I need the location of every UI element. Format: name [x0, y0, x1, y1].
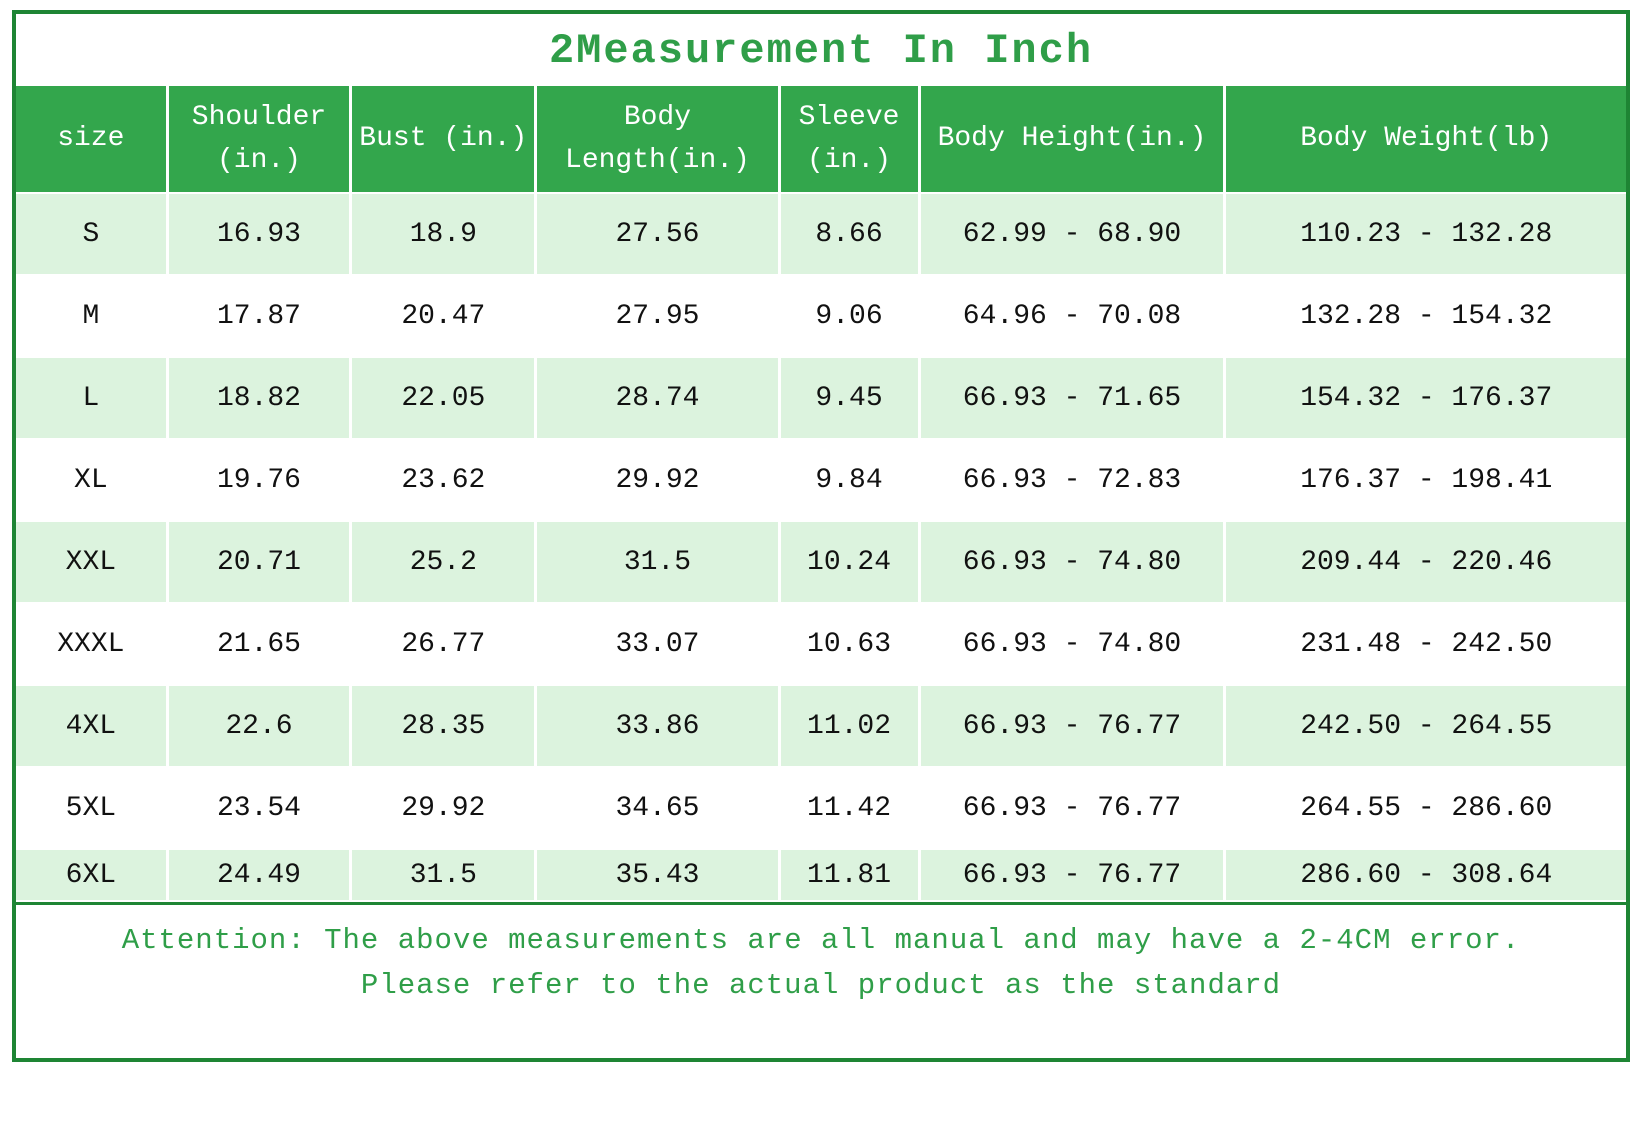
cell-body-height: 64.96 - 70.08 [917, 276, 1224, 359]
size-chart-table: size Shoulder (in.) Bust (in.) Body Leng… [16, 86, 1626, 906]
cell-sleeve: 9.45 [777, 358, 918, 441]
table-row-s: S 16.93 18.9 27.56 8.66 62.99 - 68.90 11… [16, 194, 1626, 277]
cell-bust: 23.62 [349, 440, 535, 523]
table-row-4xl: 4XL 22.6 28.35 33.86 11.02 66.93 - 76.77… [16, 686, 1626, 769]
column-header-body-length: Body Length(in.) [534, 86, 778, 195]
cell-body-height: 66.93 - 76.77 [917, 850, 1224, 903]
cell-bust: 29.92 [349, 768, 535, 851]
table-row-m: M 17.87 20.47 27.95 9.06 64.96 - 70.08 1… [16, 276, 1626, 359]
cell-size: M [16, 276, 166, 359]
cell-body-length: 27.56 [534, 194, 778, 277]
cell-shoulder: 19.76 [165, 440, 350, 523]
cell-body-weight: 176.37 - 198.41 [1223, 440, 1626, 523]
table-row-5xl: 5XL 23.54 29.92 34.65 11.42 66.93 - 76.7… [16, 768, 1626, 851]
cell-size: XXXL [16, 604, 166, 687]
cell-bust: 22.05 [349, 358, 535, 441]
table-row-6xl: 6XL 24.49 31.5 35.43 11.81 66.93 - 76.77… [16, 850, 1626, 903]
attention-note-line1: Attention: The above measurements are al… [121, 924, 1521, 958]
cell-body-height: 66.93 - 76.77 [917, 768, 1224, 851]
cell-body-height: 62.99 - 68.90 [917, 194, 1224, 277]
column-header-body-height: Body Height(in.) [917, 86, 1224, 195]
cell-shoulder: 23.54 [165, 768, 350, 851]
table-row-xxl: XXL 20.71 25.2 31.5 10.24 66.93 - 74.80 … [16, 522, 1626, 605]
cell-size: 6XL [16, 850, 166, 903]
cell-sleeve: 9.06 [777, 276, 918, 359]
cell-bust: 28.35 [349, 686, 535, 769]
table-row-xl: XL 19.76 23.62 29.92 9.84 66.93 - 72.83 … [16, 440, 1626, 523]
column-header-body-weight: Body Weight(lb) [1223, 86, 1626, 195]
cell-body-length: 27.95 [534, 276, 778, 359]
cell-body-weight: 154.32 - 176.37 [1223, 358, 1626, 441]
column-header-sleeve: Sleeve (in.) [777, 86, 918, 195]
cell-sleeve: 11.02 [777, 686, 918, 769]
cell-sleeve: 11.81 [777, 850, 918, 903]
cell-bust: 26.77 [349, 604, 535, 687]
cell-sleeve: 9.84 [777, 440, 918, 523]
cell-bust: 31.5 [349, 850, 535, 903]
cell-shoulder: 17.87 [165, 276, 350, 359]
cell-size: XXL [16, 522, 166, 605]
cell-body-height: 66.93 - 71.65 [917, 358, 1224, 441]
attention-note-line2: Please refer to the actual product as th… [360, 969, 1282, 1003]
cell-sleeve: 8.66 [777, 194, 918, 277]
cell-bust: 18.9 [349, 194, 535, 277]
cell-shoulder: 21.65 [165, 604, 350, 687]
cell-sleeve: 10.63 [777, 604, 918, 687]
cell-body-length: 28.74 [534, 358, 778, 441]
table-row-xxxl: XXXL 21.65 26.77 33.07 10.63 66.93 - 74.… [16, 604, 1626, 687]
cell-bust: 20.47 [349, 276, 535, 359]
cell-body-length: 34.65 [534, 768, 778, 851]
cell-shoulder: 24.49 [165, 850, 350, 903]
cell-size: XL [16, 440, 166, 523]
cell-body-height: 66.93 - 74.80 [917, 604, 1224, 687]
table-row-l: L 18.82 22.05 28.74 9.45 66.93 - 71.65 1… [16, 358, 1626, 441]
cell-size: L [16, 358, 166, 441]
cell-bust: 25.2 [349, 522, 535, 605]
cell-shoulder: 18.82 [165, 358, 350, 441]
cell-body-weight: 231.48 - 242.50 [1223, 604, 1626, 687]
column-header-size: size [16, 86, 166, 195]
table-header-row: size Shoulder (in.) Bust (in.) Body Leng… [16, 86, 1626, 195]
cell-body-length: 31.5 [534, 522, 778, 605]
cell-body-length: 33.86 [534, 686, 778, 769]
cell-body-height: 66.93 - 74.80 [917, 522, 1224, 605]
cell-size: S [16, 194, 166, 277]
cell-size: 4XL [16, 686, 166, 769]
page-title: 2Measurement In Inch [548, 27, 1094, 75]
cell-body-weight: 209.44 - 220.46 [1223, 522, 1626, 605]
size-chart-frame: 2Measurement In Inch size Shoulder (in.)… [12, 10, 1630, 1062]
column-header-bust: Bust (in.) [349, 86, 535, 195]
cell-shoulder: 16.93 [165, 194, 350, 277]
cell-body-length: 29.92 [534, 440, 778, 523]
cell-sleeve: 10.24 [777, 522, 918, 605]
cell-body-height: 66.93 - 72.83 [917, 440, 1224, 523]
cell-body-weight: 242.50 - 264.55 [1223, 686, 1626, 769]
cell-body-length: 33.07 [534, 604, 778, 687]
cell-body-weight: 132.28 - 154.32 [1223, 276, 1626, 359]
cell-body-length: 35.43 [534, 850, 778, 903]
cell-size: 5XL [16, 768, 166, 851]
cell-sleeve: 11.42 [777, 768, 918, 851]
cell-body-weight: 286.60 - 308.64 [1223, 850, 1626, 903]
cell-shoulder: 22.6 [165, 686, 350, 769]
attention-note: Attention: The above measurements are al… [16, 905, 1626, 1009]
cell-body-height: 66.93 - 76.77 [917, 686, 1224, 769]
cell-body-weight: 264.55 - 286.60 [1223, 768, 1626, 851]
cell-body-weight: 110.23 - 132.28 [1223, 194, 1626, 277]
cell-shoulder: 20.71 [165, 522, 350, 605]
column-header-shoulder: Shoulder (in.) [165, 86, 350, 195]
